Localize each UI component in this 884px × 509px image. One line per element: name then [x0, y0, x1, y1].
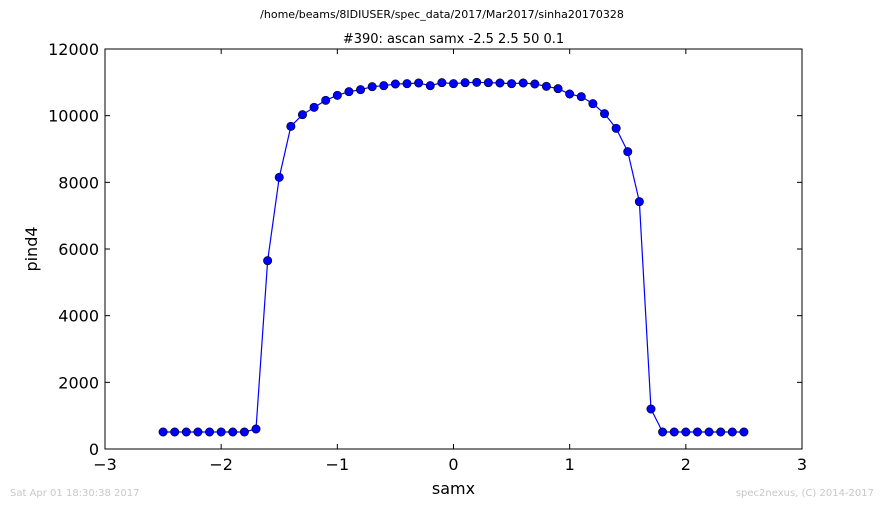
data-point — [483, 78, 493, 88]
data-point — [309, 102, 319, 112]
y-tick-label: 8000 — [58, 173, 99, 192]
credit-label: spec2nexus, (C) 2014-2017 — [735, 488, 874, 499]
data-point — [216, 427, 226, 437]
y-tick-label: 2000 — [58, 373, 99, 392]
data-point — [297, 110, 307, 120]
data-point — [356, 85, 366, 95]
y-tick-label: 10000 — [48, 107, 99, 126]
data-point — [228, 427, 238, 437]
data-point — [472, 77, 482, 87]
data-point — [344, 87, 354, 97]
data-point — [530, 79, 540, 89]
series-line — [163, 81, 744, 433]
file-path-header: /home/beams/8IDIUSER/spec_data/2017/Mar2… — [260, 8, 624, 21]
data-point — [193, 427, 203, 437]
series-scan — [158, 77, 749, 437]
plot-frame — [104, 48, 803, 450]
data-point — [448, 79, 458, 89]
chart-title: #390: ascan samx -2.5 2.5 50 0.1 — [343, 32, 564, 47]
data-point — [274, 172, 284, 182]
data-point — [634, 197, 644, 207]
data-point — [716, 427, 726, 437]
data-point — [321, 95, 331, 105]
data-point — [251, 424, 261, 434]
data-point — [623, 147, 633, 157]
y-tick-label: 12000 — [48, 40, 99, 59]
data-point — [495, 78, 505, 88]
y-axis-title: pind4 — [22, 226, 41, 271]
data-point — [367, 82, 377, 92]
data-point — [332, 90, 342, 100]
data-point — [727, 427, 737, 437]
data-point — [541, 81, 551, 91]
axis-labels: −3 −2 −1 0 1 2 3 0 2000 4000 6000 8000 10000 12000 — [48, 40, 807, 474]
data-point — [507, 79, 517, 89]
data-point — [170, 427, 180, 437]
x-tick-label: −2 — [209, 455, 233, 474]
data-point — [379, 81, 389, 91]
x-tick-label: 0 — [448, 455, 458, 474]
data-point — [390, 79, 400, 89]
y-tick-label: 0 — [89, 440, 99, 459]
data-point — [681, 427, 691, 437]
data-point — [286, 121, 296, 131]
x-tick-label: 1 — [565, 455, 575, 474]
x-tick-label: −3 — [93, 455, 117, 474]
data-point — [658, 427, 668, 437]
data-point — [553, 84, 563, 94]
data-point — [576, 92, 586, 102]
axis-ticks — [104, 48, 803, 450]
data-point — [669, 427, 679, 437]
data-point — [588, 99, 598, 109]
data-point — [611, 123, 621, 133]
data-point — [158, 427, 168, 437]
data-point — [263, 256, 273, 266]
y-tick-label: 4000 — [58, 307, 99, 326]
data-point — [739, 427, 749, 437]
data-point — [205, 427, 215, 437]
x-tick-label: −1 — [326, 455, 350, 474]
data-point — [239, 427, 249, 437]
timestamp-label: Sat Apr 01 18:30:38 2017 — [10, 488, 140, 499]
data-point — [704, 427, 714, 437]
data-point — [692, 427, 702, 437]
data-point — [518, 78, 528, 88]
data-point — [460, 78, 470, 88]
y-tick-label: 6000 — [58, 240, 99, 259]
data-point — [565, 89, 575, 99]
data-point — [414, 78, 424, 88]
data-point — [437, 78, 447, 88]
data-point — [425, 81, 435, 91]
x-axis-title: samx — [432, 479, 475, 498]
x-tick-label: 3 — [797, 455, 807, 474]
x-tick-label: 2 — [681, 455, 691, 474]
data-point — [402, 79, 412, 89]
data-point — [600, 109, 610, 119]
data-point — [646, 404, 656, 414]
data-point — [181, 427, 191, 437]
